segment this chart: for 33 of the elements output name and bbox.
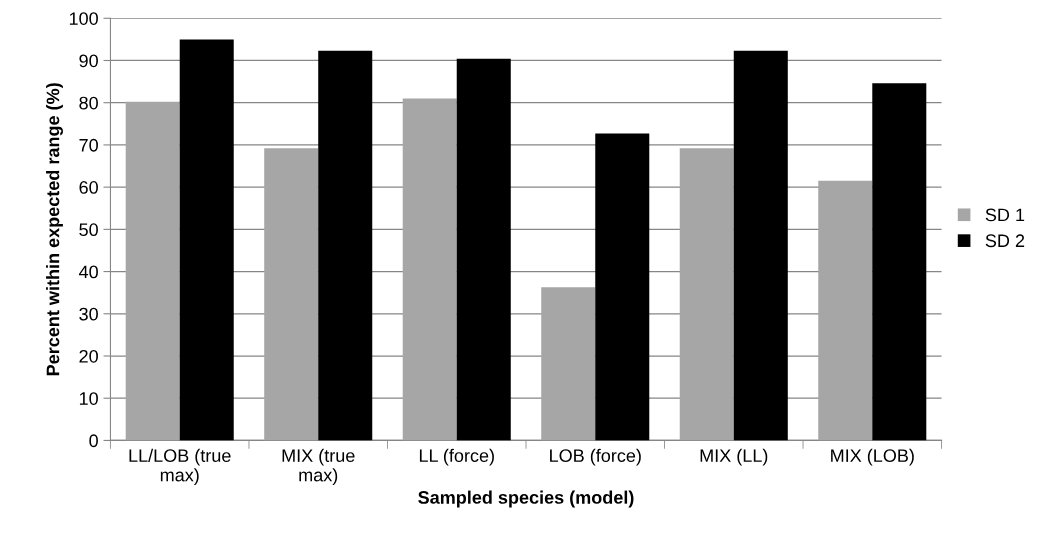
- bar: [595, 133, 650, 441]
- bar: [402, 98, 457, 441]
- x-tick-label: MIX (LL): [700, 448, 768, 466]
- bar: [818, 180, 873, 441]
- y-tick-label: 90: [79, 54, 98, 68]
- y-tick-label: 20: [79, 349, 98, 363]
- bar: [179, 39, 234, 441]
- y-tick-label: 40: [78, 265, 98, 279]
- x-axis-title: Sampled species (model): [418, 490, 634, 508]
- y-tick-label: 30: [79, 307, 98, 321]
- x-tick-label: LL/LOB (true max): [129, 448, 231, 486]
- bar: [264, 148, 319, 441]
- bar: [733, 50, 788, 441]
- legend-label: SD 1: [985, 208, 1025, 222]
- x-tick-label: LOB (force): [550, 448, 641, 466]
- x-tick-label: MIX (LOB): [831, 448, 914, 466]
- bar: [125, 101, 180, 441]
- bar: [872, 83, 927, 441]
- y-tick-label: 70: [79, 138, 98, 152]
- legend-label: SD 2: [985, 234, 1025, 248]
- y-tick-label: 60: [79, 181, 98, 194]
- y-tick-label: 50: [79, 223, 98, 237]
- bar: [541, 287, 596, 441]
- y-tick-label: 80: [79, 96, 98, 110]
- y-tick-label: 100: [69, 12, 98, 25]
- y-tick-label: 10: [79, 392, 98, 405]
- y-tick-label: 0: [89, 434, 98, 448]
- x-tick-label: LL (force): [419, 448, 494, 466]
- bar: [679, 148, 734, 441]
- y-axis-title: Percent within expected range (%): [46, 83, 63, 376]
- bar: [318, 50, 373, 441]
- bar: [456, 58, 511, 441]
- x-tick-label: MIX (true max): [282, 448, 355, 486]
